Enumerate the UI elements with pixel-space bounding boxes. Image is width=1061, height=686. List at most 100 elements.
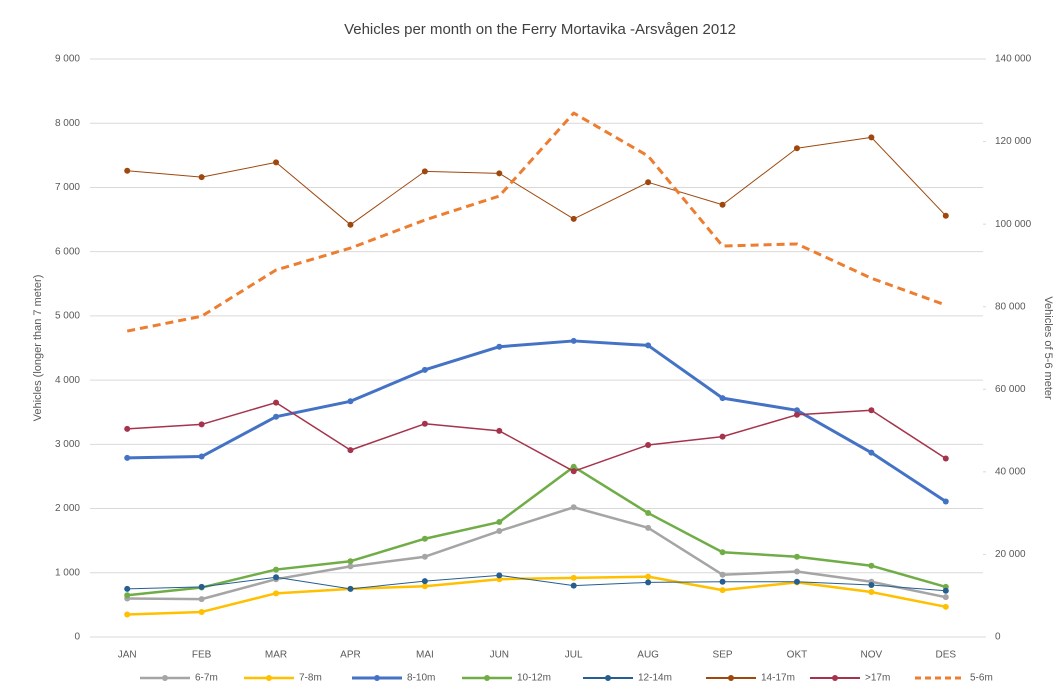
data-point [273,413,280,420]
y-tick-label: 3 000 [55,439,80,450]
y-axis-title: Vehicles (longer than 7 meter) [32,275,44,422]
data-point [645,510,652,517]
data-point [347,221,354,228]
data-point [793,145,800,152]
data-point [570,582,577,589]
data-point [124,167,131,174]
data-point [868,134,875,141]
legend-marker [162,675,168,681]
data-point [570,337,577,344]
data-point [793,411,800,418]
data-point [421,420,428,427]
data-point [124,454,131,461]
series-line [127,339,947,503]
y2-tick-label: 140 000 [995,54,1032,65]
data-point [421,578,428,585]
series-line [127,465,947,597]
data-point [273,159,280,166]
x-tick-label: DES [936,650,957,661]
legend-item: 6-7m [140,673,218,684]
data-point [198,608,205,615]
data-point [347,398,354,405]
data-point [868,581,875,588]
data-point [942,212,949,219]
legend-item: 7-8m [244,673,322,684]
data-point [496,343,503,350]
x-tick-label: NOV [861,650,883,661]
series-line [127,575,947,616]
data-point [719,571,726,578]
y-tick-label: 7 000 [55,182,80,193]
data-point [496,572,503,579]
data-point [273,574,280,581]
legend-label: 14-17m [761,673,795,684]
data-point [719,549,726,556]
legend-label: 6-7m [195,673,218,684]
series-line [127,136,947,226]
data-point [570,574,577,581]
legend-marker [374,675,380,681]
data-point [645,342,652,349]
data-point [719,201,726,208]
data-point [496,170,503,177]
data-point [645,441,652,448]
legend-item: 5-6m [915,673,993,684]
data-point [347,585,354,592]
legend-item: 14-17m [706,673,795,684]
data-point [645,179,652,186]
data-point [645,579,652,586]
data-point [868,407,875,414]
y2-tick-label: 80 000 [995,301,1026,312]
data-point [421,168,428,175]
data-point [347,447,354,454]
data-point [496,427,503,434]
data-point [868,589,875,596]
legend-marker [728,675,734,681]
y-tick-label: 5 000 [55,311,80,322]
data-point [719,587,726,594]
data-point [793,407,800,414]
data-point [124,611,131,618]
data-point [868,449,875,456]
y-tick-label: 2 000 [55,503,80,514]
legend-label: 7-8m [299,673,322,684]
legend-item: 10-12m [462,673,551,684]
x-tick-label: JAN [118,650,137,661]
y2-axis-title: Vehicles of 5-6 meter [1042,296,1054,400]
data-point [124,425,131,432]
y-tick-label: 6 000 [55,246,80,257]
data-point [421,535,428,542]
data-point [496,519,503,526]
data-point [942,587,949,594]
data-point [421,553,428,560]
data-point [868,562,875,569]
data-point [198,421,205,428]
data-point [793,568,800,575]
data-point [124,585,131,592]
x-tick-label: JUN [490,650,509,661]
data-point [793,578,800,585]
y-tick-label: 1 000 [55,567,80,578]
data-point [124,592,131,599]
data-point [570,215,577,222]
x-tick-label: FEB [192,650,212,661]
data-point [645,573,652,580]
data-point [570,468,577,475]
y2-tick-label: 100 000 [995,219,1032,230]
series-line [127,401,947,473]
y-tick-label: 4 000 [55,375,80,386]
data-point [347,563,354,570]
y2-tick-label: 20 000 [995,549,1026,560]
data-point [198,174,205,181]
data-point [719,433,726,440]
data-point [793,553,800,560]
data-point [273,566,280,573]
x-tick-label: AUG [637,650,659,661]
series-line [126,111,947,333]
data-point [719,395,726,402]
legend-item: 12-14m [583,673,672,684]
data-point [421,583,428,590]
data-point [570,463,577,470]
